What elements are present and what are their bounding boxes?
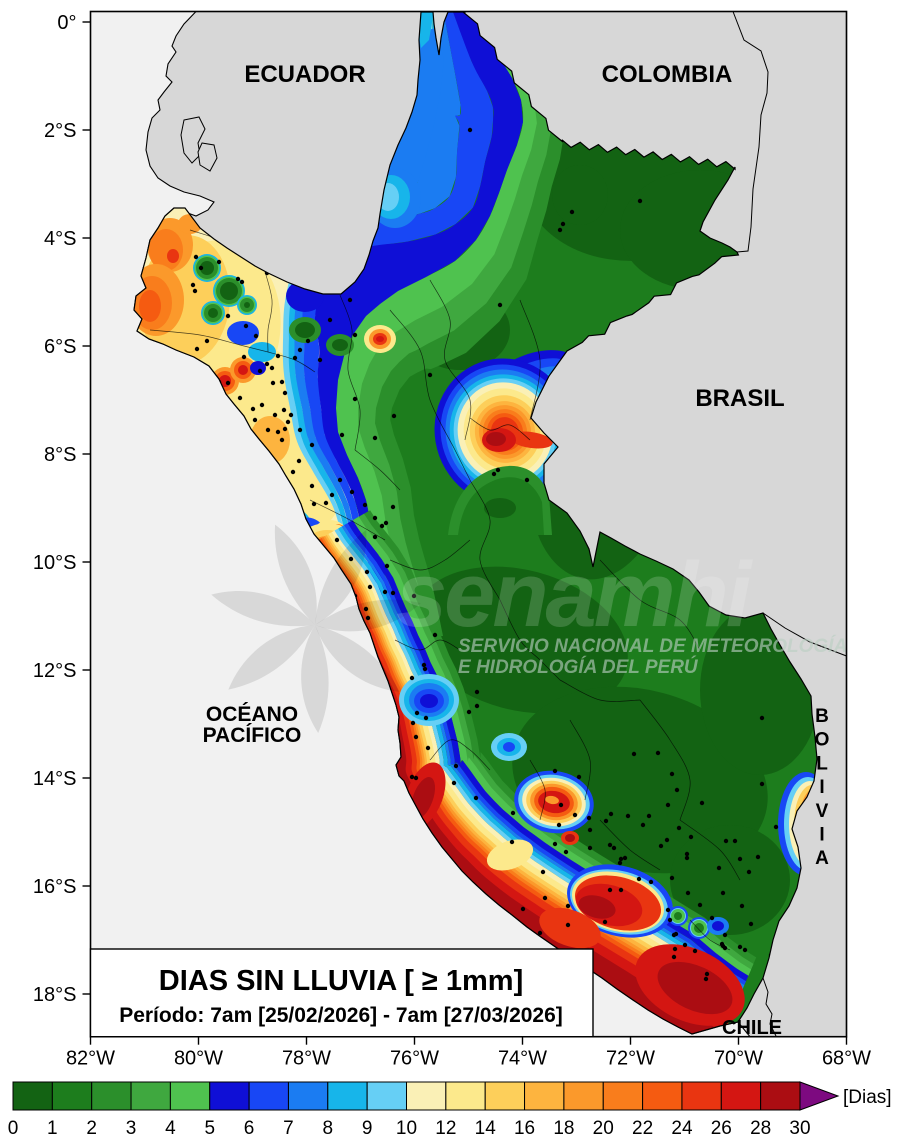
svg-text:2: 2 <box>86 1118 97 1139</box>
svg-text:12°S: 12°S <box>33 660 77 682</box>
svg-text:18: 18 <box>553 1118 574 1139</box>
svg-text:9: 9 <box>362 1118 373 1139</box>
svg-text:O: O <box>815 730 830 751</box>
svg-text:4°S: 4°S <box>44 228 76 250</box>
svg-text:A: A <box>815 848 829 869</box>
svg-text:22: 22 <box>632 1118 653 1139</box>
svg-text:E HIDROLOGÍA DEL PERÚ: E HIDROLOGÍA DEL PERÚ <box>458 656 699 678</box>
svg-text:8°S: 8°S <box>44 444 76 466</box>
svg-text:V: V <box>816 801 829 822</box>
svg-text:74°W: 74°W <box>498 1048 547 1070</box>
svg-text:72°W: 72°W <box>606 1048 655 1070</box>
svg-text:6°S: 6°S <box>44 336 76 358</box>
svg-text:SERVICIO NACIONAL DE METEOROLO: SERVICIO NACIONAL DE METEOROLOGÍA <box>458 635 847 657</box>
svg-text:10°S: 10°S <box>33 552 77 574</box>
svg-text:26: 26 <box>711 1118 732 1139</box>
svg-text:B: B <box>815 706 829 727</box>
svg-text:70°W: 70°W <box>714 1048 763 1070</box>
svg-text:24: 24 <box>671 1118 693 1139</box>
svg-text:8: 8 <box>323 1118 334 1139</box>
svg-text:16°S: 16°S <box>33 876 77 898</box>
svg-text:0: 0 <box>8 1118 19 1139</box>
svg-text:30: 30 <box>789 1118 810 1139</box>
svg-text:20: 20 <box>593 1118 614 1139</box>
svg-text:I: I <box>819 825 824 846</box>
svg-text:10: 10 <box>396 1118 417 1139</box>
svg-text:16: 16 <box>514 1118 535 1139</box>
svg-text:3: 3 <box>126 1118 137 1139</box>
svg-text:I: I <box>819 777 824 798</box>
svg-text:DIAS SIN LLUVIA [ ≥ 1mm]: DIAS SIN LLUVIA [ ≥ 1mm] <box>159 965 523 997</box>
svg-text:68°W: 68°W <box>822 1048 871 1070</box>
svg-text:[Dias]: [Dias] <box>843 1087 892 1108</box>
svg-text:12: 12 <box>435 1118 456 1139</box>
svg-text:76°W: 76°W <box>390 1048 439 1070</box>
svg-text:CHILE: CHILE <box>722 1017 782 1039</box>
svg-text:6: 6 <box>244 1118 255 1139</box>
svg-text:14: 14 <box>475 1118 497 1139</box>
svg-text:14°S: 14°S <box>33 768 77 790</box>
svg-text:28: 28 <box>750 1118 771 1139</box>
svg-text:2°S: 2°S <box>44 120 76 142</box>
svg-text:5: 5 <box>204 1118 215 1139</box>
svg-text:BRASIL: BRASIL <box>695 385 784 412</box>
svg-text:Período: 7am [25/02/2026] - 7a: Período: 7am [25/02/2026] - 7am [27/03/2… <box>119 1004 563 1027</box>
svg-text:1: 1 <box>47 1118 58 1139</box>
svg-text:PACÍFICO: PACÍFICO <box>203 724 302 747</box>
svg-text:senamhi: senamhi <box>396 544 754 646</box>
svg-text:80°W: 80°W <box>174 1048 223 1070</box>
svg-text:ECUADOR: ECUADOR <box>244 61 365 88</box>
svg-text:7: 7 <box>283 1118 294 1139</box>
svg-text:L: L <box>816 753 828 774</box>
svg-text:OCÉANO: OCÉANO <box>206 703 298 726</box>
svg-text:4: 4 <box>165 1118 176 1139</box>
svg-text:78°W: 78°W <box>282 1048 331 1070</box>
svg-text:82°W: 82°W <box>66 1048 115 1070</box>
svg-text:0°: 0° <box>57 12 76 34</box>
svg-text:COLOMBIA: COLOMBIA <box>602 61 733 88</box>
svg-text:18°S: 18°S <box>33 984 77 1006</box>
